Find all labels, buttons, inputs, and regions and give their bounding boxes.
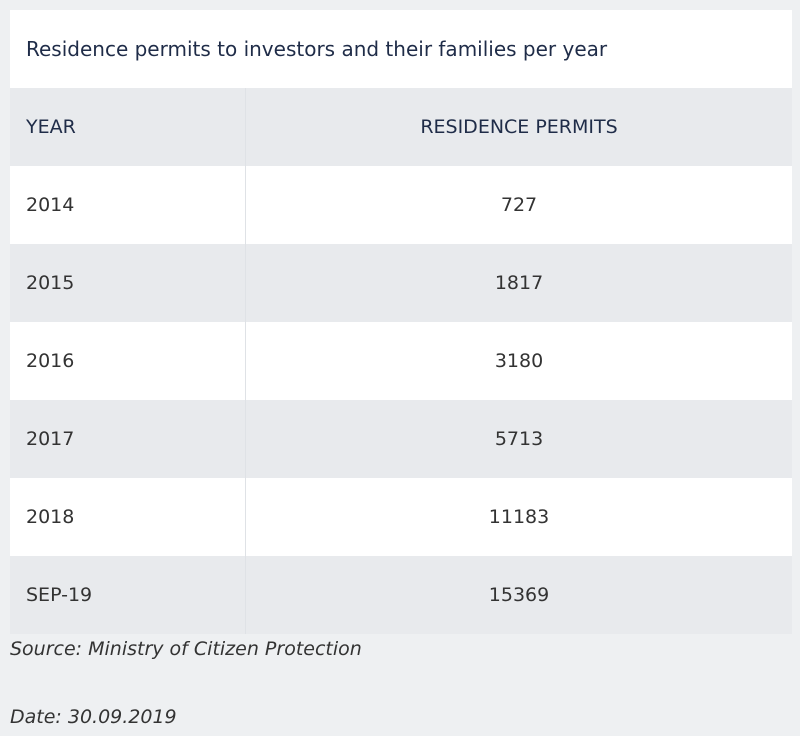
header-cell: RESIDENCE PERMITS xyxy=(420,116,618,138)
table-cell: 15369 xyxy=(488,584,550,606)
table-cell: 2015 xyxy=(10,244,246,322)
table-row: 2017 5713 xyxy=(10,400,792,478)
table-cell: 2017 xyxy=(10,400,246,478)
table-row: 2018 11183 xyxy=(10,478,792,556)
table-cell: 2014 xyxy=(10,166,246,244)
table-cell: 2018 xyxy=(10,478,246,556)
table-cell: 1817 xyxy=(494,272,544,294)
table-cell: SEP-19 xyxy=(10,556,246,634)
table-cell: 11183 xyxy=(488,506,550,528)
source-note: Source: Ministry of Citizen Protection xyxy=(10,638,362,660)
table-cell: 727 xyxy=(500,194,538,216)
table-body: 2014 727 2015 1817 2016 3180 2017 5713 2018 11183… xyxy=(10,166,792,634)
table-row: 2016 3180 xyxy=(10,322,792,400)
table-cell: 2016 xyxy=(10,322,246,400)
table-row: SEP-19 15369 xyxy=(10,556,792,634)
table-row: 2014 727 xyxy=(10,166,792,244)
table-cell: 3180 xyxy=(494,350,544,372)
header-row: YEAR RESIDENCE PERMITS xyxy=(10,88,792,166)
table: Residence permits to investors and their… xyxy=(10,10,792,634)
date-note: Date: 30.09.2019 xyxy=(10,706,177,728)
table-row: 2015 1817 xyxy=(10,244,792,322)
table-title: Residence permits to investors and their… xyxy=(10,10,792,88)
header-cell: YEAR xyxy=(10,88,246,166)
table-cell: 5713 xyxy=(494,428,544,450)
